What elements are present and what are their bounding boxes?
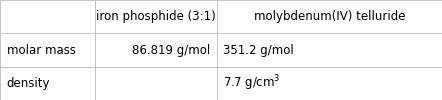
Text: 7.7 g/cm$^3$: 7.7 g/cm$^3$	[223, 74, 281, 93]
Bar	[0, 0, 95, 34]
Bar	[95, 0, 217, 34]
Bar	[0, 34, 95, 67]
Text: molybdenum(IV) telluride: molybdenum(IV) telluride	[254, 10, 405, 23]
Bar	[217, 67, 442, 100]
Bar	[95, 67, 217, 100]
Bar	[95, 34, 217, 67]
Bar	[217, 0, 442, 34]
Text: iron phosphide (3:1): iron phosphide (3:1)	[96, 10, 216, 23]
Bar	[0, 67, 95, 100]
Text: 351.2 g/mol: 351.2 g/mol	[223, 44, 294, 57]
Text: molar mass: molar mass	[7, 44, 76, 57]
Bar	[217, 34, 442, 67]
Text: 86.819 g/mol: 86.819 g/mol	[132, 44, 210, 57]
Text: density: density	[7, 77, 50, 90]
